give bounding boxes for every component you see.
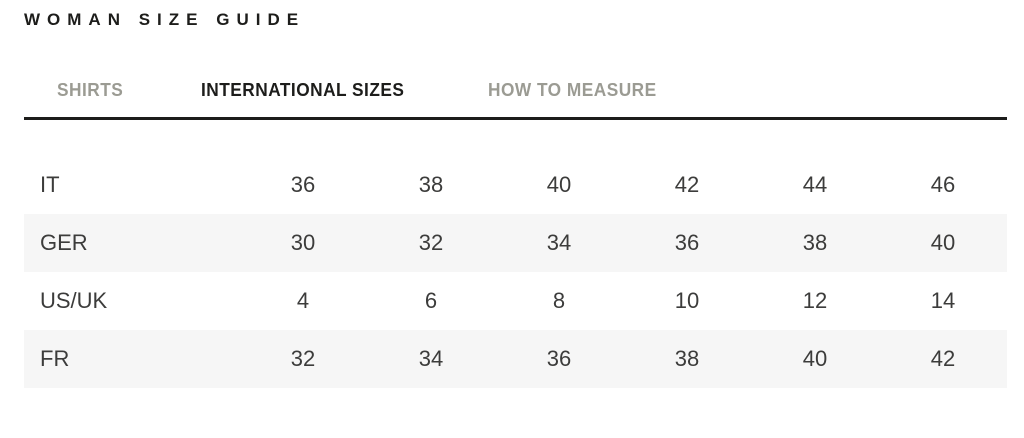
size-cell: 44 xyxy=(802,172,828,197)
size-table: IT 36 38 40 42 44 46 GER 30 32 34 36 38 … xyxy=(24,156,1007,388)
size-cell: 8 xyxy=(552,288,566,313)
size-cell: 34 xyxy=(418,346,444,371)
tab-international-sizes[interactable]: INTERNATIONAL SIZES xyxy=(201,80,405,100)
size-cell: 32 xyxy=(418,230,444,255)
size-cell: 36 xyxy=(290,172,316,197)
size-cell: 40 xyxy=(546,172,572,197)
table-row-ger: GER 30 32 34 36 38 40 xyxy=(24,214,1007,272)
size-cell: 32 xyxy=(290,346,316,371)
size-cell: 6 xyxy=(424,288,438,313)
table-row-usuk: US/UK 4 6 8 10 12 14 xyxy=(24,272,1007,330)
size-cell: 36 xyxy=(674,230,700,255)
row-label: FR xyxy=(40,346,70,371)
size-cell: 38 xyxy=(674,346,700,371)
size-cell: 40 xyxy=(930,230,956,255)
size-cell: 4 xyxy=(296,288,310,313)
tab-how-to-measure[interactable]: HOW TO MEASURE xyxy=(487,80,657,100)
size-cell: 38 xyxy=(418,172,444,197)
row-label: GER xyxy=(40,230,88,255)
page-title: WOMAN SIZE GUIDE xyxy=(24,10,306,29)
tab-shirts[interactable]: SHIRTS xyxy=(57,80,124,100)
size-cell: 12 xyxy=(802,288,828,313)
row-label: IT xyxy=(40,172,60,197)
size-cell: 14 xyxy=(930,288,956,313)
row-label: US/UK xyxy=(40,288,108,313)
size-guide-page: WOMAN SIZE GUIDE SHIRTS INTERNATIONAL SI… xyxy=(24,0,1007,388)
size-cell: 40 xyxy=(802,346,828,371)
size-cell: 38 xyxy=(802,230,828,255)
tab-bar: SHIRTS INTERNATIONAL SIZES HOW TO MEASUR… xyxy=(24,80,1007,120)
size-cell: 36 xyxy=(546,346,572,371)
size-cell: 34 xyxy=(546,230,572,255)
size-cell: 46 xyxy=(930,172,956,197)
table-row-fr: FR 32 34 36 38 40 42 xyxy=(24,330,1007,388)
size-cell: 30 xyxy=(290,230,316,255)
table-row-it: IT 36 38 40 42 44 46 xyxy=(24,156,1007,214)
size-cell: 10 xyxy=(674,288,700,313)
size-cell: 42 xyxy=(674,172,700,197)
size-cell: 42 xyxy=(930,346,956,371)
